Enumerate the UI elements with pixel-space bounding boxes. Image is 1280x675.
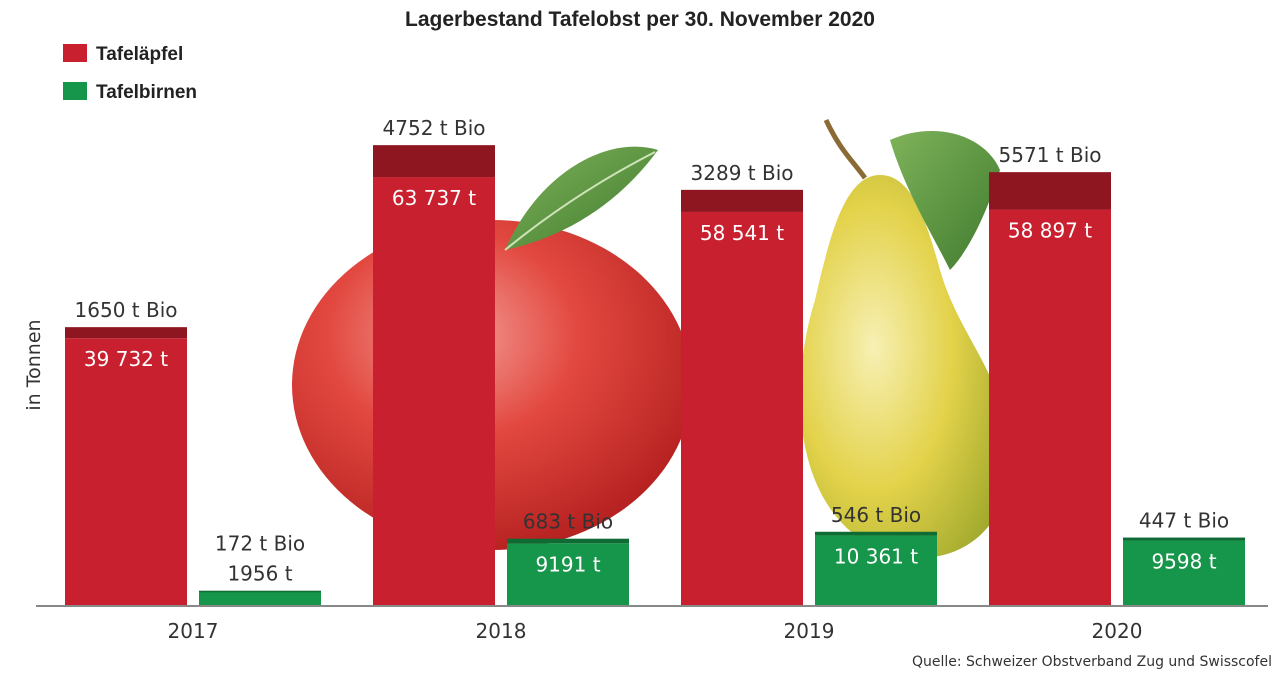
data-label-tafelpfel-2018: 63 737 t bbox=[392, 186, 476, 210]
bar-bio-tafelbirnen-2019 bbox=[815, 531, 937, 536]
bar-bio-tafelpfel-2018 bbox=[373, 145, 495, 178]
bars-group: 39 732 t 1650 t Bio 1956 t 172 t Bio 63 737 … bbox=[65, 116, 1245, 606]
pear-illustration bbox=[800, 118, 1010, 558]
data-label-tafelbirnen-2019: 10 361 t bbox=[834, 544, 918, 568]
bar-bio-tafelbirnen-2020 bbox=[1123, 537, 1245, 541]
bar-tafelbirnen-2018 bbox=[507, 543, 629, 605]
x-axis-ticks: 2017 2018 2019 2020 bbox=[168, 619, 1143, 643]
bio-label-tafelpfel-2018: 4752 t Bio bbox=[383, 116, 486, 140]
bio-label-tafelbirnen-2018: 683 t Bio bbox=[523, 510, 613, 534]
x-tick-2019: 2019 bbox=[784, 619, 835, 643]
data-label-tafelpfel-2020: 58 897 t bbox=[1008, 219, 1092, 243]
chart-title: Lagerbestand Tafelobst per 30. November … bbox=[405, 8, 875, 31]
bar-tafelbirnen-2020 bbox=[1123, 540, 1245, 605]
bio-label-tafelbirnen-2020: 447 t Bio bbox=[1139, 509, 1229, 533]
bar-bio-tafelpfel-2020 bbox=[989, 172, 1111, 210]
legend-swatch-tafelaepfel bbox=[63, 44, 87, 62]
data-label-tafelbirnen-2018: 9191 t bbox=[535, 552, 600, 576]
bar-tafelpfel-2018 bbox=[373, 177, 495, 605]
legend-swatch-tafelbirnen bbox=[63, 82, 87, 100]
bio-label-tafelpfel-2019: 3289 t Bio bbox=[691, 161, 794, 185]
bio-label-tafelbirnen-2019: 546 t Bio bbox=[831, 503, 921, 527]
bar-tafelbirnen-2019 bbox=[815, 535, 937, 605]
bar-bio-tafelbirnen-2018 bbox=[507, 538, 629, 544]
bar-bio-tafelbirnen-2017 bbox=[199, 590, 321, 593]
data-label-tafelpfel-2017: 39 732 t bbox=[84, 347, 168, 371]
legend-label-tafelbirnen: Tafelbirnen bbox=[96, 82, 197, 103]
bar-tafelpfel-2020 bbox=[989, 209, 1111, 606]
data-label-tafelbirnen-2020: 9598 t bbox=[1151, 550, 1216, 574]
bar-bio-tafelpfel-2019 bbox=[681, 189, 803, 212]
data-label-tafelpfel-2019: 58 541 t bbox=[700, 221, 784, 245]
x-tick-2018: 2018 bbox=[476, 619, 527, 643]
y-axis-label: in Tonnen bbox=[23, 319, 45, 410]
bar-tafelpfel-2017 bbox=[65, 338, 187, 605]
bar-tafelbirnen-2017 bbox=[199, 591, 321, 605]
bar-bio-tafelpfel-2017 bbox=[65, 327, 187, 339]
bio-label-tafelpfel-2017: 1650 t Bio bbox=[75, 298, 178, 322]
legend-label-tafelaepfel: Tafeläpfel bbox=[96, 44, 183, 65]
x-tick-2020: 2020 bbox=[1092, 619, 1143, 643]
bio-label-tafelpfel-2020: 5571 t Bio bbox=[999, 143, 1102, 167]
bar-tafelpfel-2019 bbox=[681, 211, 803, 605]
x-tick-2017: 2017 bbox=[168, 619, 219, 643]
data-label-tafelbirnen-2017: 1956 t bbox=[227, 562, 292, 586]
legend: Tafeläpfel Tafelbirnen bbox=[63, 44, 197, 103]
bio-label-tafelbirnen-2017: 172 t Bio bbox=[215, 532, 305, 556]
source-note: Quelle: Schweizer Obstverband Zug und Sw… bbox=[912, 654, 1272, 670]
